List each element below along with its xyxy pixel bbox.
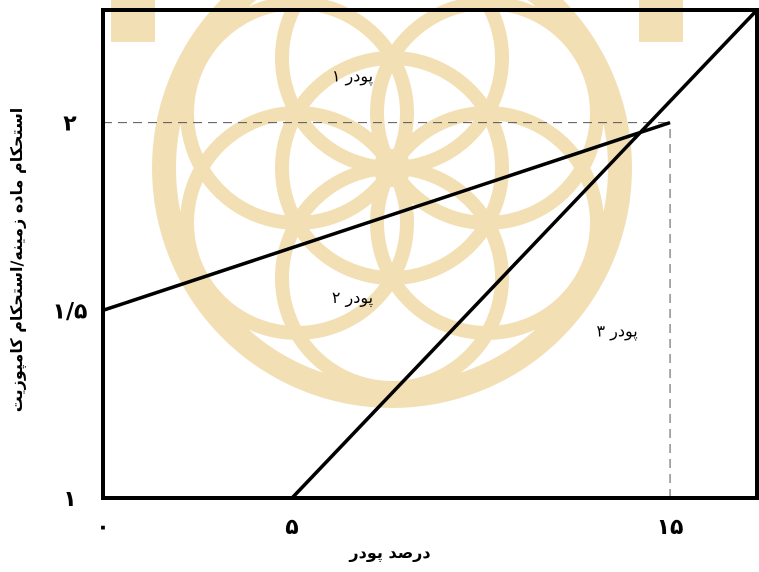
y-tick-label: ۱/۵ [53, 299, 88, 324]
series-line-2 [290, 8, 759, 500]
x-tick-label: ۰ [96, 515, 109, 540]
y-tick-label: ۲ [63, 112, 77, 137]
x-tick-label: ۵ [285, 515, 298, 540]
x-tick-label: ۱۵ [657, 515, 684, 540]
region-label: پودر ۳ [597, 322, 638, 342]
region-label: پودر ۲ [332, 288, 373, 308]
region-label: پودر ۱ [332, 66, 373, 86]
y-axis-title: استحکام ماده زمینه/استحکام کامپوزیت [7, 108, 27, 413]
plot-frame [101, 8, 759, 500]
x-axis-title: درصد پودر [348, 543, 430, 563]
watermark-logo [111, 0, 683, 408]
series-line-1 [102, 120, 671, 312]
y-tick-label: ۱ [63, 487, 76, 512]
